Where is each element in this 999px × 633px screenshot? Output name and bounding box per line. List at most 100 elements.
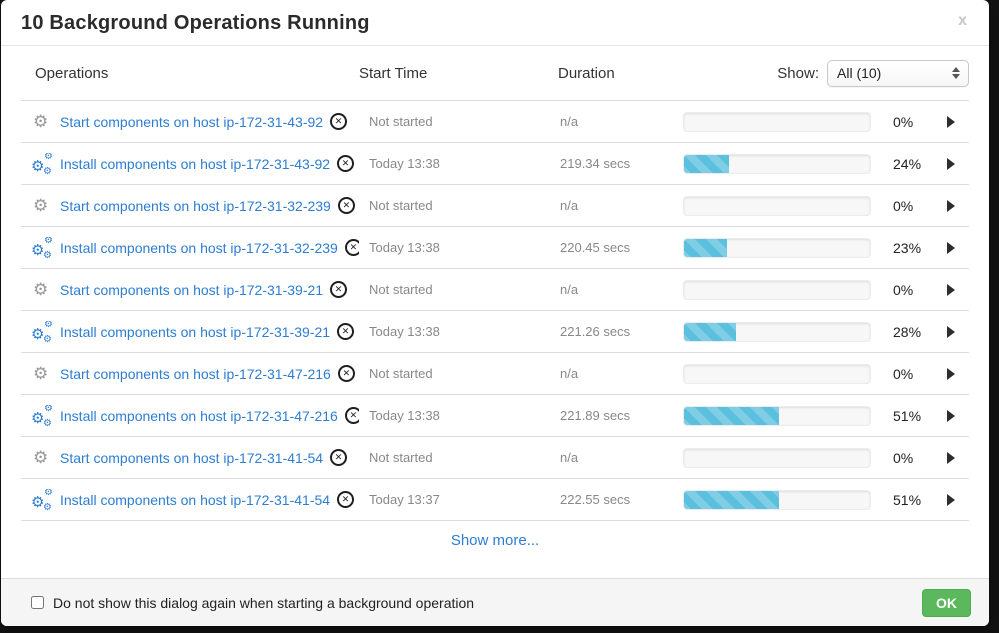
progress-cell [683,489,871,510]
abort-operation-icon[interactable]: ✕ [344,239,359,256]
operation-cell: ⚙ ⚙ ⚙ Install components on host ip-172-… [21,237,359,259]
start-time-cell: Not started [369,366,433,381]
column-header-start-time: Start Time [359,64,428,82]
duration-cell: n/a [560,282,579,297]
abort-operation-icon[interactable]: ✕ [337,197,355,214]
expand-row-button[interactable] [933,451,969,464]
abort-x-glyph: ✕ [349,242,358,252]
operation-type-gear-icon: ⚙ ⚙ ⚙ [31,279,53,301]
progress-bar-track [683,447,871,468]
operations-list: ⚙ ⚙ ⚙ Start components on host ip-172-31… [21,100,969,521]
progress-bar-track [683,363,871,384]
operation-link[interactable]: Start components on host ip-172-31-43-92 [60,113,324,130]
abort-x-glyph: ✕ [341,326,350,336]
show-more-link[interactable]: Show more... [450,532,540,549]
operation-link[interactable]: Install components on host ip-172-31-41-… [60,491,331,508]
start-time-cell: Not started [369,450,433,465]
show-filter-select[interactable]: All (10) [827,59,969,87]
operation-link[interactable]: Start components on host ip-172-31-47-21… [60,365,331,382]
caret-right-icon [947,241,955,254]
operation-type-gear-icon: ⚙ ⚙ ⚙ [31,405,53,427]
abort-operation-icon[interactable]: ✕ [330,449,348,466]
start-time-cell: Today 13:38 [369,240,440,255]
expand-row-button[interactable] [933,409,969,422]
abort-x-glyph: ✕ [334,116,343,126]
abort-x-glyph: ✕ [334,452,343,462]
abort-operation-icon[interactable]: ✕ [337,365,355,382]
operation-link[interactable]: Install components on host ip-172-31-47-… [60,407,338,424]
table-row: ⚙ ⚙ ⚙ Start components on host ip-172-31… [21,100,969,142]
operation-cell: ⚙ ⚙ ⚙ Start components on host ip-172-31… [21,279,359,301]
table-row: ⚙ ⚙ ⚙ Install components on host ip-172-… [21,310,969,352]
gear-icon: ⚙ [31,241,45,259]
abort-operation-icon[interactable]: ✕ [330,113,348,130]
progress-percent: 0% [893,449,914,466]
operation-link[interactable]: Install components on host ip-172-31-43-… [60,155,331,172]
progress-bar-fill [684,154,729,173]
expand-row-button[interactable] [933,283,969,296]
expand-row-button[interactable] [933,367,969,380]
gear-icon: ⚙ [31,157,45,175]
progress-cell [683,237,871,258]
gear-small-icon: ⚙ [44,488,53,498]
expand-row-button[interactable] [933,325,969,338]
abort-x-glyph: ✕ [341,494,350,504]
operation-link[interactable]: Install components on host ip-172-31-32-… [60,239,338,256]
expand-row-button[interactable] [933,157,969,170]
gear-small-icon: ⚙ [44,236,53,246]
table-row: ⚙ ⚙ ⚙ Start components on host ip-172-31… [21,436,969,478]
background-operations-dialog: 10 Background Operations Running x Opera… [1,0,989,626]
abort-operation-icon[interactable]: ✕ [330,281,348,298]
table-row: ⚙ ⚙ ⚙ Install components on host ip-172-… [21,142,969,184]
operation-link[interactable]: Start components on host ip-172-31-41-54 [60,449,324,466]
gear-small-icon: ⚙ [44,404,53,414]
operation-cell: ⚙ ⚙ ⚙ Install components on host ip-172-… [21,489,359,511]
table-row: ⚙ ⚙ ⚙ Start components on host ip-172-31… [21,268,969,310]
column-header-operations: Operations [35,64,109,82]
do-not-show-checkbox[interactable] [31,596,44,609]
gear-icon: ⚙ [31,325,45,343]
ok-button[interactable]: OK [922,588,971,617]
expand-row-button[interactable] [933,493,969,506]
operation-link[interactable]: Install components on host ip-172-31-39-… [60,323,331,340]
progress-bar-track [683,237,871,258]
abort-x-glyph: ✕ [341,158,350,168]
progress-bar-track [683,195,871,216]
progress-bar-fill [684,238,727,257]
table-row: ⚙ ⚙ ⚙ Install components on host ip-172-… [21,478,969,520]
progress-bar-track [683,153,871,174]
operation-link[interactable]: Start components on host ip-172-31-32-23… [60,197,331,214]
operation-cell: ⚙ ⚙ ⚙ Start components on host ip-172-31… [21,195,359,217]
progress-percent: 0% [893,197,914,214]
expand-row-button[interactable] [933,241,969,254]
progress-cell [683,195,871,216]
duration-cell: 221.26 secs [560,324,631,339]
dialog-body: Operations Start Time Duration Show: All… [1,46,989,578]
gear-icon: ⚙ [31,409,45,427]
caret-right-icon [947,157,955,170]
progress-percent: 28% [893,323,922,340]
operation-link[interactable]: Start components on host ip-172-31-39-21 [60,281,324,298]
duration-cell: n/a [560,450,579,465]
expand-row-button[interactable] [933,115,969,128]
table-header-row: Operations Start Time Duration Show: All… [21,46,969,100]
caret-right-icon [947,199,955,212]
progress-percent: 24% [893,155,922,172]
gear-icon: ⚙ [33,111,49,131]
abort-operation-icon[interactable]: ✕ [344,407,359,424]
abort-operation-icon[interactable]: ✕ [337,323,355,340]
expand-row-button[interactable] [933,199,969,212]
progress-bar-fill [684,406,779,425]
show-filter-selected-value: All (10) [837,65,882,81]
close-icon[interactable]: x [958,12,967,29]
progress-percent: 0% [893,281,914,298]
do-not-show-check-group: Do not show this dialog again when start… [31,595,474,611]
progress-percent: 23% [893,239,922,256]
operation-type-gear-icon: ⚙ ⚙ ⚙ [31,237,53,259]
abort-operation-icon[interactable]: ✕ [337,155,355,172]
progress-bar-fill [684,490,779,509]
operation-type-gear-icon: ⚙ ⚙ ⚙ [31,489,53,511]
operation-type-gear-icon: ⚙ ⚙ ⚙ [31,111,53,133]
abort-operation-icon[interactable]: ✕ [337,491,355,508]
start-time-cell: Not started [369,114,433,129]
